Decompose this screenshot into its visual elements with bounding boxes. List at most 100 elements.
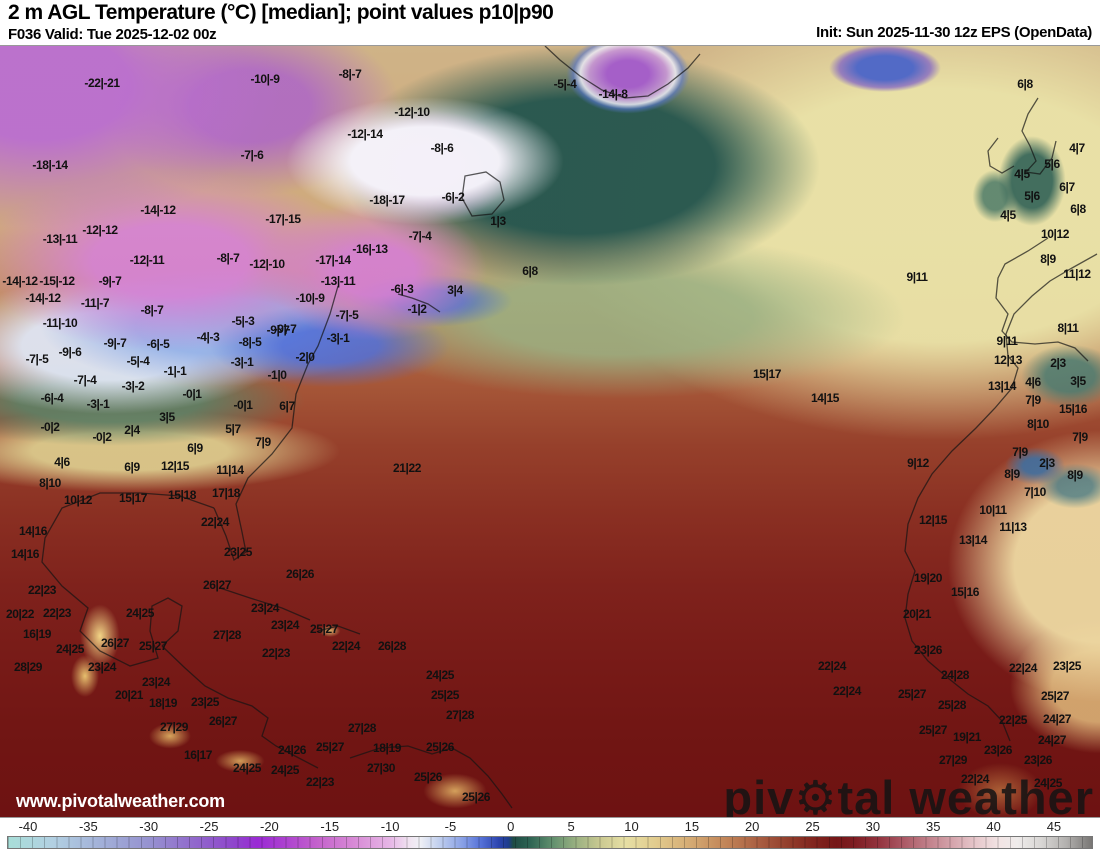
point-value: 27|30 (366, 761, 396, 775)
point-value: -0|2 (40, 420, 60, 434)
init-time-label: Init: Sun 2025-11-30 12z EPS (OpenData) (816, 24, 1092, 41)
point-value: -1|2 (407, 302, 427, 316)
point-value: 4|7 (1069, 141, 1085, 155)
point-value: 11|14 (216, 463, 244, 477)
point-value: 23|24 (141, 675, 171, 689)
coastlines (41, 46, 1098, 809)
point-value: 24|25 (1033, 776, 1063, 790)
point-value: 8|11 (1057, 321, 1079, 335)
point-value: 12|15 (160, 459, 190, 473)
point-value: -12|-12 (82, 223, 118, 237)
point-value: -7|-4 (408, 229, 432, 243)
coast-africa (904, 253, 1098, 742)
coast-ireland (987, 137, 1015, 174)
point-value: 22|24 (832, 684, 862, 698)
point-value: 10|12 (1040, 227, 1070, 241)
point-value: -22|-21 (84, 76, 120, 90)
point-value: -14|-8 (598, 87, 628, 101)
map-canvas[interactable]: -22|-21 -10|-9 -8|-7 -18|-14 -7|-6 -12|-14 -14… (0, 45, 1100, 818)
point-value: 8|10 (39, 476, 61, 490)
point-value: 19|21 (952, 730, 982, 744)
point-value: 6|8 (1070, 202, 1086, 216)
point-value: 24|25 (232, 761, 262, 775)
colorbar-tick-label: 15 (684, 819, 700, 834)
point-value: 4|6 (1025, 375, 1041, 389)
point-value: 24|28 (940, 668, 970, 682)
point-value: 23|24 (270, 618, 300, 632)
point-value: 15|17 (752, 367, 782, 381)
point-value: 26|27 (208, 714, 238, 728)
point-value: 6|9 (187, 441, 203, 455)
point-value: 6|8 (1017, 77, 1033, 91)
point-value: -0|1 (182, 387, 202, 401)
point-value: 4|5 (1000, 208, 1016, 222)
point-value: 25|26 (461, 790, 491, 804)
point-value: 22|24 (331, 639, 361, 653)
point-value: -8|-7 (216, 251, 240, 265)
colorbar-tick-label: -15 (320, 819, 340, 834)
colorbar-tick-label: -35 (78, 819, 98, 834)
point-value: -3|-1 (230, 355, 254, 369)
point-value: 3|5 (1070, 374, 1086, 388)
point-value: 8|9 (1040, 252, 1056, 266)
colorbar-tick-label: -20 (259, 819, 279, 834)
point-value: 25|25 (430, 688, 460, 702)
brand-text-suffix: tal weather (837, 771, 1094, 818)
point-value: 2|3 (1039, 456, 1055, 470)
point-value: 25|27 (1040, 689, 1070, 703)
point-value: -6|-5 (146, 337, 170, 351)
point-value: 19|20 (913, 571, 943, 585)
point-value: 2|4 (124, 423, 140, 437)
point-value: -12|-10 (249, 257, 285, 271)
point-value: -8|-5 (238, 335, 262, 349)
point-value: 23|25 (223, 545, 253, 559)
point-value: 23|25 (190, 695, 220, 709)
point-value: -9|-7 (266, 323, 290, 337)
point-value: -0|2 (92, 430, 112, 444)
point-value: 22|23 (42, 606, 72, 620)
point-value: -7|-4 (73, 373, 97, 387)
point-value: 24|25 (125, 606, 155, 620)
point-value: -4|-3 (196, 330, 220, 344)
point-value: 7|9 (1072, 430, 1088, 444)
point-value: 26|27 (202, 578, 232, 592)
point-value: -5|-4 (553, 77, 577, 91)
point-value: 22|23 (261, 646, 291, 660)
colorbar-tick-label: -10 (380, 819, 400, 834)
coast-hispaniola (317, 625, 361, 635)
point-value: 27|28 (445, 708, 475, 722)
coast-nova-scotia (397, 293, 441, 313)
point-value: 6|8 (522, 264, 538, 278)
point-value: 13|14 (987, 379, 1017, 393)
colorbar-tick-label: 10 (624, 819, 639, 834)
colorbar-tick-label: -5 (444, 819, 457, 834)
coast-gulf (41, 492, 215, 667)
point-value: 5|7 (225, 422, 241, 436)
point-value: 20|22 (5, 607, 35, 621)
point-value: 24|27 (1042, 712, 1072, 726)
point-value: 25|27 (897, 687, 927, 701)
point-value: -9|-6 (58, 345, 82, 359)
point-value: 28|29 (13, 660, 43, 674)
point-value: -6|-2 (441, 190, 465, 204)
point-value: 6|7 (279, 399, 295, 413)
point-value: -17|-15 (265, 212, 301, 226)
point-value: 23|26 (983, 743, 1013, 757)
point-value: -3|-2 (121, 379, 145, 393)
point-value: 7|10 (1024, 485, 1046, 499)
point-value: 7|9 (1012, 445, 1028, 459)
colorbar-tick-label: -40 (18, 819, 38, 834)
coast-iberia (995, 237, 1089, 362)
valid-time-label: F036 Valid: Tue 2025-12-02 00z (8, 26, 217, 43)
point-value: -17|-14 (315, 253, 351, 267)
point-value: 22|23 (27, 583, 57, 597)
point-value: -14|-12 (140, 203, 176, 217)
point-value: -9|-7 (273, 322, 297, 336)
point-value: -10|-9 (295, 291, 325, 305)
point-value: 12|13 (993, 353, 1023, 367)
point-value: -6|-3 (390, 282, 414, 296)
colorbar-footer: -40 -35 -30 -25 -20 -15 -10 -5 0 5 10 15 20 25 30 35 40 4… (0, 818, 1100, 850)
coast-uk (1021, 97, 1057, 175)
point-value: -1|0 (267, 368, 287, 382)
brand-text-prefix: piv (723, 771, 795, 818)
